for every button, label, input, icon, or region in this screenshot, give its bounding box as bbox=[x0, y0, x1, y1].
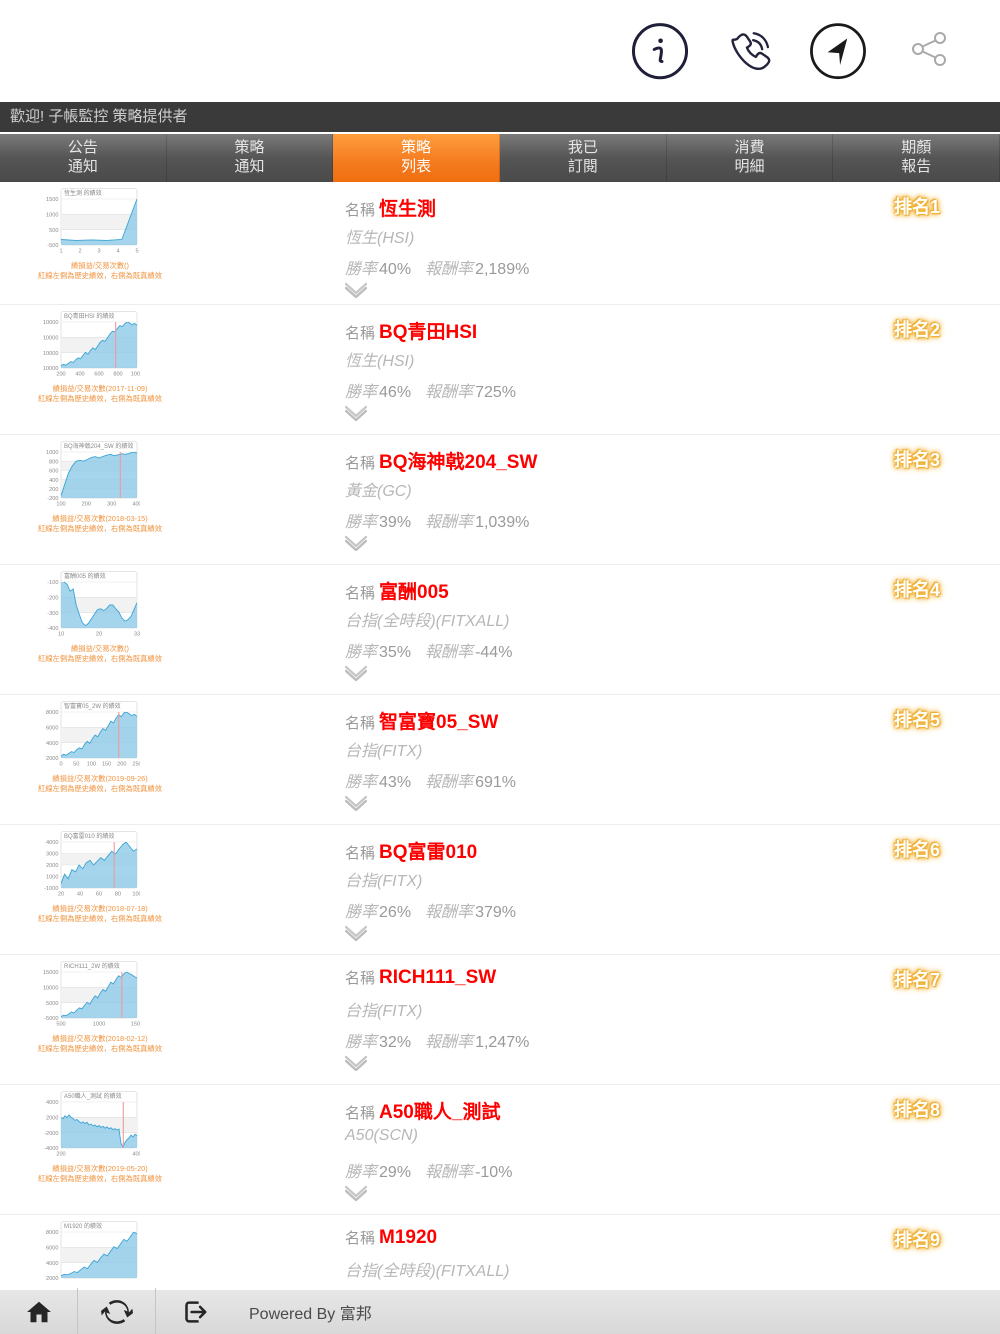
svg-text:400: 400 bbox=[132, 1152, 140, 1158]
svg-text:100: 100 bbox=[132, 892, 140, 898]
svg-text:0: 0 bbox=[59, 762, 62, 768]
svg-text:250: 250 bbox=[132, 762, 140, 768]
svg-text:BQ富雷010 的績效: BQ富雷010 的績效 bbox=[64, 832, 114, 840]
svg-text:-200: -200 bbox=[47, 596, 58, 602]
svg-text:BQ青田HSI 的績效: BQ青田HSI 的績效 bbox=[64, 312, 114, 320]
svg-text:5: 5 bbox=[135, 249, 138, 255]
svg-text:1500: 1500 bbox=[46, 197, 58, 203]
svg-text:-400: -400 bbox=[47, 626, 58, 632]
svg-text:80: 80 bbox=[115, 892, 121, 898]
svg-text:600: 600 bbox=[94, 372, 103, 378]
svg-text:1000: 1000 bbox=[93, 1022, 105, 1028]
svg-text:100: 100 bbox=[87, 762, 96, 768]
svg-text:200: 200 bbox=[56, 372, 65, 378]
svg-text:8000: 8000 bbox=[46, 1230, 58, 1236]
svg-text:3000: 3000 bbox=[46, 852, 58, 858]
svg-text:富酬005 的績效: 富酬005 的績效 bbox=[64, 572, 106, 580]
svg-text:600: 600 bbox=[49, 469, 58, 475]
svg-text:4000: 4000 bbox=[46, 840, 58, 846]
svg-text:300: 300 bbox=[107, 502, 116, 508]
svg-text:1000: 1000 bbox=[46, 450, 58, 456]
svg-text:-2000: -2000 bbox=[44, 1131, 58, 1137]
svg-text:2000: 2000 bbox=[46, 1276, 58, 1282]
svg-text:智富寶05_2W 的績效: 智富寶05_2W 的績效 bbox=[64, 702, 121, 710]
svg-text:1000: 1000 bbox=[46, 875, 58, 881]
svg-text:60: 60 bbox=[96, 892, 102, 898]
svg-text:100: 100 bbox=[56, 502, 65, 508]
svg-text:2: 2 bbox=[78, 249, 81, 255]
svg-text:4: 4 bbox=[116, 249, 119, 255]
svg-text:200: 200 bbox=[117, 762, 126, 768]
svg-text:1000: 1000 bbox=[46, 213, 58, 219]
svg-text:10000: 10000 bbox=[43, 986, 59, 992]
svg-text:10000: 10000 bbox=[43, 320, 59, 326]
svg-text:6000: 6000 bbox=[46, 1246, 58, 1252]
svg-text:500: 500 bbox=[49, 228, 58, 234]
svg-text:400: 400 bbox=[75, 372, 84, 378]
svg-text:A50職人_測試 的績效: A50職人_測試 的績效 bbox=[64, 1092, 122, 1100]
svg-text:10: 10 bbox=[58, 632, 64, 638]
svg-text:5000: 5000 bbox=[46, 1001, 58, 1007]
svg-text:150: 150 bbox=[102, 762, 111, 768]
svg-text:-500: -500 bbox=[47, 243, 58, 249]
svg-text:200: 200 bbox=[56, 1152, 65, 1158]
svg-text:6000: 6000 bbox=[46, 726, 58, 732]
svg-text:4000: 4000 bbox=[46, 1100, 58, 1106]
svg-text:15000: 15000 bbox=[43, 970, 59, 976]
svg-text:M1920 的績效: M1920 的績效 bbox=[64, 1222, 102, 1230]
svg-text:-300: -300 bbox=[47, 611, 58, 617]
svg-text:200: 200 bbox=[49, 487, 58, 493]
svg-text:2000: 2000 bbox=[46, 863, 58, 869]
svg-text:500: 500 bbox=[56, 1022, 65, 1028]
svg-text:33: 33 bbox=[134, 632, 140, 638]
svg-text:恆生測 的績效: 恆生測 的績效 bbox=[64, 189, 102, 197]
svg-text:4000: 4000 bbox=[46, 1261, 58, 1267]
svg-text:800: 800 bbox=[113, 372, 122, 378]
svg-text:40: 40 bbox=[77, 892, 83, 898]
svg-text:1: 1 bbox=[59, 249, 62, 255]
svg-text:4000: 4000 bbox=[46, 741, 58, 747]
svg-text:2000: 2000 bbox=[46, 1116, 58, 1122]
svg-text:3: 3 bbox=[97, 249, 100, 255]
svg-text:8000: 8000 bbox=[46, 710, 58, 716]
svg-text:-1000: -1000 bbox=[44, 886, 58, 892]
svg-text:10000: 10000 bbox=[43, 351, 59, 357]
svg-text:400: 400 bbox=[132, 502, 140, 508]
svg-text:200: 200 bbox=[82, 502, 91, 508]
svg-text:BQ海神戟204_SW 的績效: BQ海神戟204_SW 的績效 bbox=[64, 442, 133, 450]
svg-text:10000: 10000 bbox=[43, 336, 59, 342]
svg-text:RICH111_2W 的績效: RICH111_2W 的績效 bbox=[64, 962, 120, 970]
svg-text:400: 400 bbox=[49, 478, 58, 484]
svg-text:20: 20 bbox=[96, 632, 102, 638]
svg-text:800: 800 bbox=[49, 459, 58, 465]
svg-text:50: 50 bbox=[73, 762, 79, 768]
svg-text:1000: 1000 bbox=[131, 372, 140, 378]
svg-text:20: 20 bbox=[58, 892, 64, 898]
svg-text:-100: -100 bbox=[47, 580, 58, 586]
svg-text:2000: 2000 bbox=[46, 756, 58, 762]
svg-text:1500: 1500 bbox=[131, 1022, 140, 1028]
